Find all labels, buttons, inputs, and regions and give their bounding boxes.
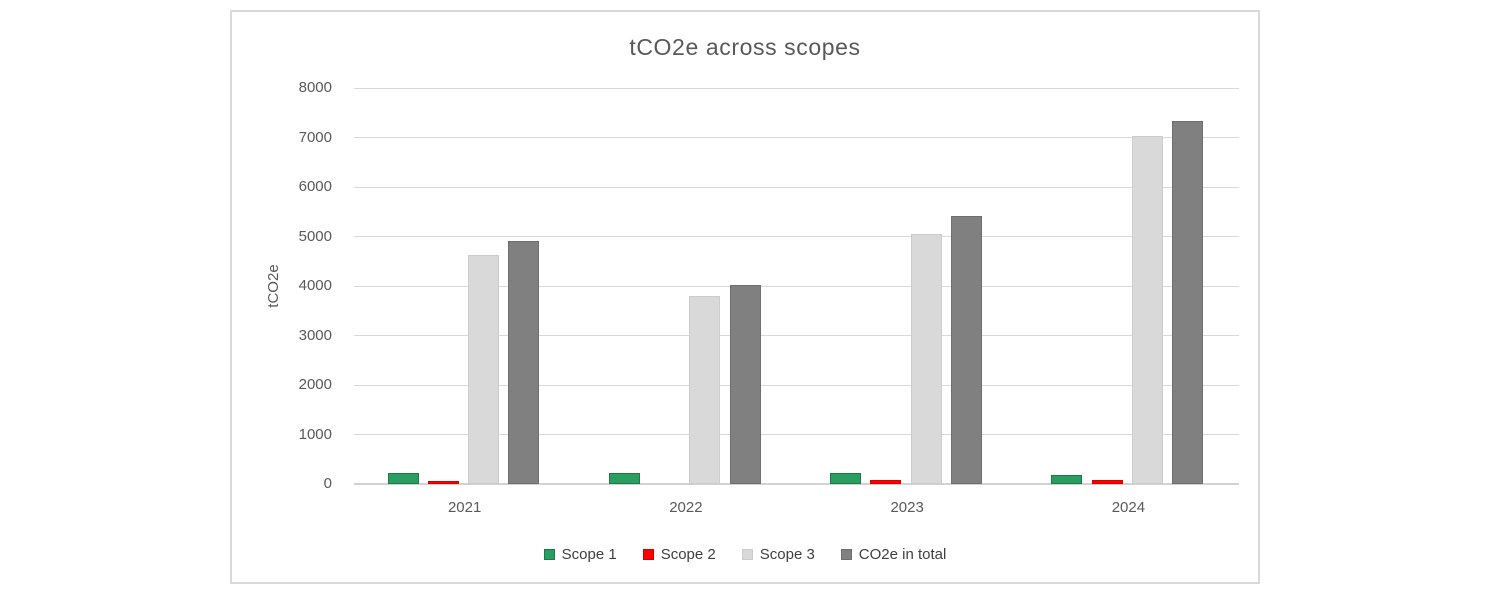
gridline-4000: [354, 285, 1239, 287]
legend-label-scope-2: Scope 2: [660, 546, 716, 563]
bar-co2e-in-total-2022[interactable]: [729, 284, 761, 484]
legend-marker-scope-2: [642, 549, 654, 560]
bar-scope-3-2021[interactable]: [468, 254, 500, 484]
bar-scope-2-2024[interactable]: [1091, 480, 1123, 484]
y-tick-label-4000: 4000: [298, 277, 332, 294]
gridline-5000: [354, 236, 1239, 237]
legend-item-co2e-in-total[interactable]: CO2e in total: [840, 546, 947, 563]
x-axis-label-2022[interactable]: 2022: [669, 499, 703, 516]
legend-label-scope-3: Scope 3: [759, 546, 815, 563]
gridline-1000: [354, 434, 1239, 435]
bar-co2e-in-total-2024[interactable]: [1172, 121, 1204, 484]
legend-label-co2e-in-total: CO2e in total: [858, 546, 947, 563]
legend-label-scope-1: Scope 1: [561, 546, 617, 563]
x-axis-label-2024[interactable]: 2024: [1111, 499, 1146, 516]
bar-scope-3-2023[interactable]: [910, 233, 942, 484]
y-tick-label-2000: 2000: [298, 376, 332, 393]
y-tick-label-8000: 8000: [298, 79, 332, 96]
y-tick-label-5000: 5000: [298, 227, 332, 245]
bar-scope-1-2023[interactable]: [830, 473, 862, 484]
legend-marker-scope-1: [543, 549, 555, 560]
bar-co2e-in-total-2021[interactable]: [508, 241, 540, 484]
gridline-6000: [354, 186, 1239, 188]
y-tick-label-7000: 7000: [298, 128, 332, 146]
y-tick-label-0: 0: [323, 475, 332, 492]
gridline-7000: [354, 137, 1239, 138]
legend[interactable]: Scope 1 Scope 2 Scope 3 CO2e in total: [232, 546, 1258, 563]
bar-scope-2-2021[interactable]: [427, 481, 459, 484]
x-axis-label-2023[interactable]: 2023: [890, 499, 924, 516]
bar-scope-3-2022[interactable]: [689, 295, 721, 484]
y-tick-label-6000: 6000: [298, 178, 332, 195]
chart-frame[interactable]: tCO2e across scopes tCO2e 0 1000 2000 3000 4…: [230, 10, 1260, 584]
plot-area[interactable]: [354, 87, 1239, 485]
bar-scope-2-2023[interactable]: [870, 479, 902, 484]
legend-item-scope-2[interactable]: Scope 2: [642, 546, 716, 563]
legend-marker-co2e-in-total: [840, 549, 852, 560]
gridline-2000: [354, 384, 1239, 386]
bar-co2e-in-total-2023[interactable]: [950, 216, 982, 484]
legend-marker-scope-3: [741, 549, 753, 560]
chart-title[interactable]: tCO2e across scopes: [629, 34, 861, 60]
gridline-0: [354, 483, 1239, 485]
bar-scope-3-2024[interactable]: [1131, 135, 1163, 484]
y-tick-label-1000: 1000: [298, 425, 332, 443]
gridline-3000: [354, 335, 1239, 336]
bar-scope-1-2021[interactable]: [387, 473, 419, 484]
legend-item-scope-1[interactable]: Scope 1: [543, 546, 617, 563]
y-tick-label-3000: 3000: [298, 326, 332, 344]
bar-scope-1-2024[interactable]: [1051, 475, 1083, 484]
legend-item-scope-3[interactable]: Scope 3: [741, 546, 815, 563]
x-axis-label-2021[interactable]: 2021: [447, 499, 482, 516]
bar-scope-1-2022[interactable]: [608, 472, 640, 484]
gridline-8000: [354, 87, 1239, 89]
